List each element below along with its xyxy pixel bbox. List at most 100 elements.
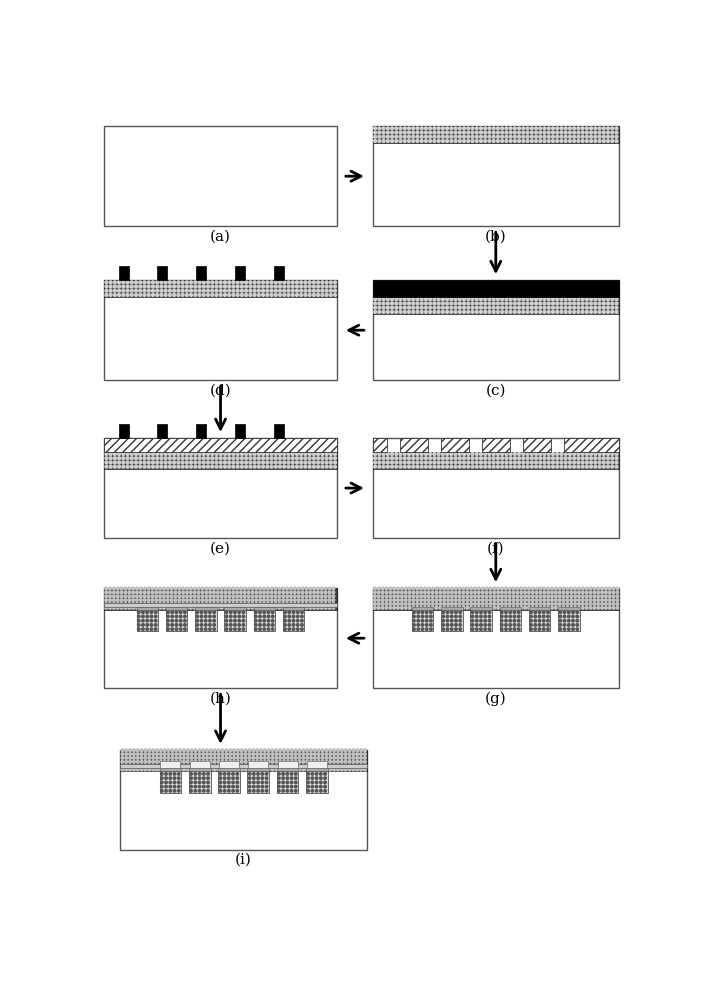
Circle shape [462,595,465,598]
Circle shape [463,457,465,460]
Text: (d): (d) [210,383,231,397]
Circle shape [513,465,516,468]
Circle shape [437,461,440,464]
Circle shape [128,757,131,759]
Circle shape [266,294,269,296]
Circle shape [560,298,563,301]
Circle shape [429,306,432,309]
Circle shape [162,595,165,598]
Circle shape [479,457,482,460]
Circle shape [240,281,243,284]
Circle shape [489,611,491,613]
Circle shape [140,749,143,752]
Circle shape [508,587,511,590]
Circle shape [569,306,571,309]
Circle shape [282,777,284,779]
Circle shape [425,135,428,138]
Circle shape [530,628,532,630]
Circle shape [144,768,147,771]
Circle shape [431,587,434,590]
Circle shape [213,764,216,767]
Circle shape [182,599,184,601]
Circle shape [564,298,567,301]
Circle shape [308,289,311,292]
Circle shape [206,461,209,464]
Circle shape [509,611,511,613]
Circle shape [450,461,453,464]
Circle shape [160,294,163,296]
Circle shape [352,760,354,763]
Circle shape [177,289,180,292]
Circle shape [508,595,511,598]
Circle shape [364,753,367,755]
Circle shape [573,465,576,468]
Circle shape [135,595,138,598]
Circle shape [501,628,503,630]
Circle shape [130,289,133,292]
Circle shape [136,753,139,755]
Bar [523,438,551,452]
Circle shape [547,453,550,455]
Circle shape [199,781,201,784]
Circle shape [242,624,245,626]
Circle shape [170,595,173,598]
Circle shape [412,140,415,142]
Circle shape [509,135,512,138]
Circle shape [143,281,146,284]
Circle shape [333,749,335,752]
Circle shape [248,773,251,775]
Circle shape [118,294,121,296]
Circle shape [412,606,415,609]
Circle shape [170,599,173,601]
Circle shape [294,599,296,601]
Circle shape [389,603,391,605]
Circle shape [278,595,281,598]
Circle shape [446,302,449,305]
Circle shape [300,281,303,284]
Circle shape [442,615,445,618]
Circle shape [210,749,212,752]
Circle shape [564,311,567,313]
Circle shape [404,587,407,590]
Circle shape [324,785,326,788]
Circle shape [562,603,565,605]
Circle shape [198,753,201,755]
Circle shape [403,461,406,464]
Circle shape [155,749,158,752]
Circle shape [204,628,207,630]
Circle shape [286,595,289,598]
Circle shape [420,587,423,590]
Circle shape [160,768,162,771]
Circle shape [573,135,576,138]
Circle shape [374,131,376,134]
Circle shape [403,465,406,468]
Circle shape [317,294,320,296]
Circle shape [573,306,576,309]
Circle shape [374,591,376,594]
Circle shape [211,289,213,292]
Circle shape [230,624,232,626]
Circle shape [167,749,170,752]
Circle shape [202,289,205,292]
Circle shape [325,461,328,464]
Circle shape [270,294,273,296]
Circle shape [167,606,169,609]
Circle shape [577,131,580,134]
Circle shape [403,131,406,134]
Circle shape [569,302,571,305]
Circle shape [257,777,259,779]
Circle shape [496,457,499,460]
Bar [235,424,245,438]
Circle shape [450,465,453,468]
Circle shape [471,306,474,309]
Circle shape [488,135,491,138]
Circle shape [330,457,333,460]
Circle shape [206,285,209,288]
Circle shape [143,453,146,455]
Circle shape [275,753,278,755]
Circle shape [325,285,328,288]
Circle shape [569,127,571,130]
Circle shape [229,764,232,767]
Circle shape [535,606,538,609]
Circle shape [325,768,328,771]
